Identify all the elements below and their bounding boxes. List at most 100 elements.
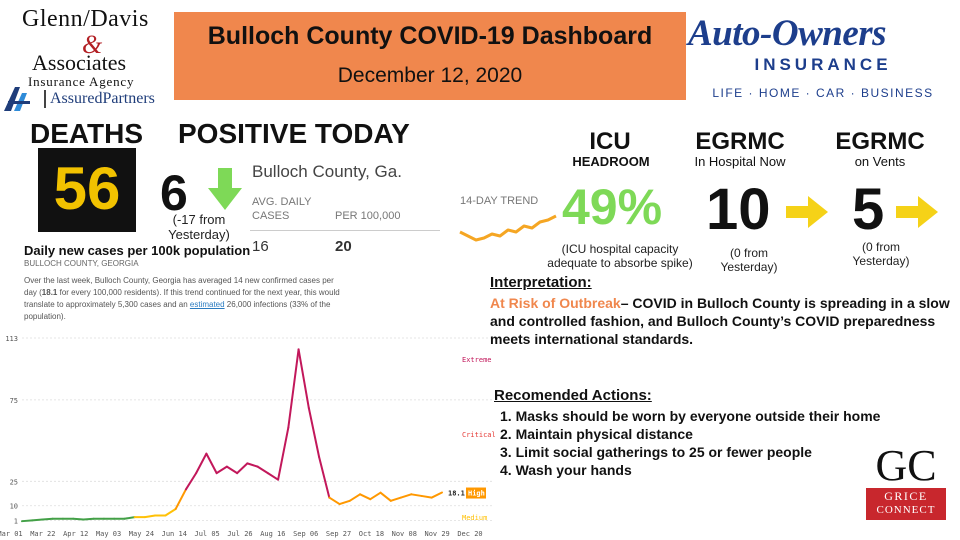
grice-band: GRICE CONNECT <box>866 488 946 520</box>
dashboard-title: Bulloch County COVID-19 Dashboard <box>207 22 653 50</box>
grice-line2: CONNECT <box>876 504 936 516</box>
series-segment <box>307 407 321 458</box>
series-segment <box>123 516 136 520</box>
dashboard-date: December 12, 2020 <box>337 64 523 87</box>
positive-today-label: POSITIVE TODAY <box>178 118 410 149</box>
series-segment <box>410 493 423 497</box>
series-segment <box>31 518 44 522</box>
trend-label: 14-DAY TREND <box>460 195 539 207</box>
positive-today-value: 6 <box>160 165 188 221</box>
series-segment <box>256 465 269 475</box>
series-segment <box>420 494 433 499</box>
y-tick-label: 113 <box>5 335 18 343</box>
series-segment <box>225 465 239 475</box>
grice-line1: GRICE <box>884 489 928 503</box>
deaths-label: DEATHS <box>30 118 144 149</box>
x-tick-label: Sep 06 <box>293 530 318 538</box>
icu-sublabel: HEADROOM <box>572 154 650 169</box>
series-segment <box>379 491 392 502</box>
x-tick-label: May 03 <box>96 530 121 538</box>
x-tick-label: May 24 <box>129 530 154 538</box>
auto-owners-subtitle: INSURANCE <box>754 55 892 74</box>
egrmc-vents-value: 5 <box>852 177 885 242</box>
y-tick-label: 10 <box>10 503 18 511</box>
series-segment <box>318 455 331 499</box>
egrmc-vents-sublabel: on Vents <box>854 154 906 169</box>
x-tick-label: Mar 22 <box>30 530 55 538</box>
current-level-label: High <box>468 490 485 498</box>
grice-letters: GC <box>875 441 937 490</box>
interpretation-body: At Risk of Outbreak– COVID in Bulloch Co… <box>490 294 950 348</box>
assured-partners-logo: AssuredPartners <box>44 90 155 108</box>
deaths-value: 56 <box>53 155 121 222</box>
positive-today-note: (-17 from Yesterday) <box>168 212 230 242</box>
chart-title: Daily new cases per 100k population <box>24 243 251 258</box>
series-segment <box>41 517 54 521</box>
arrow-down-icon <box>208 168 242 210</box>
avg-daily-cases-value: 16 <box>252 238 269 255</box>
x-tick-label: Jul 05 <box>194 530 219 538</box>
series-segment <box>164 507 177 517</box>
egrmc-vents-label: EGRMC <box>835 128 925 155</box>
x-tick-label: Apr 12 <box>63 530 88 538</box>
y-tick-label: 25 <box>10 478 18 486</box>
x-tick-label: Dec 20 <box>457 530 482 538</box>
series-segment <box>287 348 300 429</box>
auto-owners-logo: Auto-Owners <box>688 13 887 54</box>
chart-description: Over the last week, Bulloch County, Geor… <box>24 275 342 323</box>
action-item: 2. Maintain physical distance <box>500 426 693 442</box>
table-divider <box>250 230 440 231</box>
egrmc-hospital-sublabel: In Hospital Now <box>694 154 786 169</box>
estimated-link[interactable]: estimated <box>189 300 225 309</box>
series-segment <box>246 462 259 468</box>
x-tick-label: Oct 18 <box>359 530 384 538</box>
zone-label: Medium <box>462 514 487 522</box>
x-tick-label: Sep 27 <box>326 530 351 538</box>
y-tick-label: 75 <box>10 397 18 405</box>
series-segment <box>215 465 228 475</box>
auto-owners-tagline: LIFE · HOME · CAR · BUSINESS <box>712 86 934 100</box>
dashboard-banner: Bulloch County COVID-19 Dashboard Decemb… <box>174 12 686 100</box>
deaths-box: 56 <box>38 148 136 232</box>
x-tick-label: Nov 29 <box>424 530 449 538</box>
series-segment <box>72 517 85 521</box>
series-segment <box>338 499 351 506</box>
avg-daily-cases-header: AVG. DAILY CASES <box>252 196 312 222</box>
egrmc-vents-note: (0 from Yesterday) <box>852 240 910 268</box>
action-item: 1. Masks should be worn by everyone outs… <box>500 408 881 424</box>
glenn-davis-ampersand: & <box>82 30 103 59</box>
current-level-badge <box>466 487 486 499</box>
grice-connect-logo: GC GRICE CONNECT <box>866 440 946 522</box>
series-segment <box>266 472 280 481</box>
glenn-davis-logo-line1: Glenn/Davis <box>22 6 149 32</box>
x-tick-label: Jun 14 <box>162 530 187 538</box>
series-segment <box>369 491 382 501</box>
chart-desc-part3: 26,000 infections (33% of the population… <box>24 300 331 321</box>
chart-desc-part2: for every 100,000 residents). If this tr… <box>24 288 340 309</box>
icu-note: (ICU hospital capacity adequate to absor… <box>547 242 693 270</box>
cases-line-chart: 1 10 25 75 113 Mar 01 Mar 22 Apr 12 May 03 May 24… <box>0 335 496 538</box>
action-item: 3. Limit social gatherings to 25 or fewe… <box>500 444 812 460</box>
series-segment <box>400 493 413 499</box>
series-segment <box>348 493 362 502</box>
chart-desc-part1: Over the last week, Bulloch County, Geor… <box>24 276 334 297</box>
icu-label: ICU <box>589 128 631 155</box>
x-tick-label: Mar 01 <box>0 530 23 538</box>
county-title: Bulloch County, Ga. <box>252 162 402 181</box>
per-100k-header: PER 100,000 <box>335 210 401 222</box>
series-segment <box>143 514 157 519</box>
x-tick-label: Jul 26 <box>227 530 252 538</box>
series-segment <box>277 426 290 481</box>
actions-heading: Recomended Actions: <box>494 387 652 404</box>
icu-value: 49% <box>562 179 663 235</box>
zone-label: Extreme <box>462 356 492 364</box>
actions-list: 1. Masks should be worn by everyone outs… <box>500 407 880 479</box>
series-segment <box>195 452 208 475</box>
series-segment <box>297 348 310 410</box>
series-segment <box>174 488 187 510</box>
egrmc-hospital-note: (0 from Yesterday) <box>720 246 778 274</box>
per-100k-value: 20 <box>335 238 352 255</box>
series-segment <box>359 493 372 501</box>
chart-desc-bold: 18.1 <box>41 288 58 297</box>
zone-label: Critical <box>462 431 496 439</box>
